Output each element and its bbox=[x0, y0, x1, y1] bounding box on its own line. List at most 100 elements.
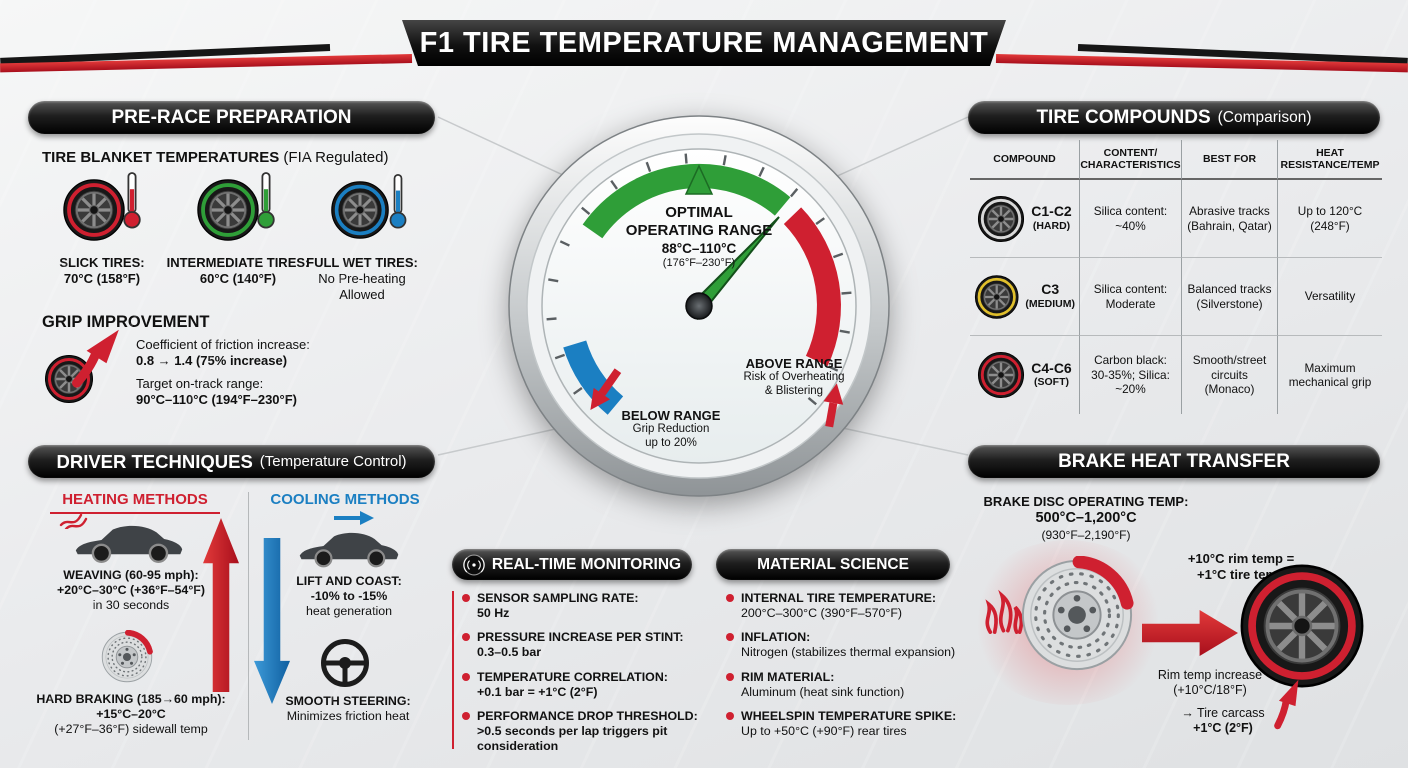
list-item: SENSOR SAMPLING RATE: 50 Hz bbox=[462, 591, 710, 621]
braking-text: HARD BRAKING (185→60 mph): +15°C–20°C (+… bbox=[30, 692, 232, 737]
tire-value: 60°C (140°F) bbox=[199, 270, 277, 286]
table-row-compound: C4-C6 (SOFT) bbox=[970, 336, 1080, 414]
below-line1: Grip Reduction bbox=[632, 423, 710, 436]
page-title: F1 TIRE TEMPERATURE MANAGEMENT bbox=[419, 26, 989, 59]
weaving-label: WEAVING (60-95 mph): bbox=[63, 568, 199, 582]
above-range-arrow-icon bbox=[823, 383, 844, 428]
lift-coast-text: LIFT AND COAST: -10% to -15% heat genera… bbox=[276, 574, 422, 619]
braking-note: (+27°F–36°F) sidewall temp bbox=[54, 722, 208, 737]
item-label: SENSOR SAMPLING RATE: bbox=[477, 591, 639, 605]
gauge-below-text: BELOW RANGE Grip Reduction up to 20% bbox=[591, 408, 751, 450]
table-cell: Up to 120°C (248°F) bbox=[1278, 180, 1382, 258]
optimal-line1: OPTIMAL bbox=[665, 204, 733, 221]
item-label: WHEELSPIN TEMPERATURE SPIKE: bbox=[741, 708, 957, 723]
list-item: INTERNAL TIRE TEMPERATURE: 200°C–300°C (… bbox=[726, 591, 968, 621]
material-header-label: MATERIAL SCIENCE bbox=[757, 555, 909, 573]
table-row-compound: C1-C2 (HARD) bbox=[970, 180, 1080, 258]
disc-label: BRAKE DISC OPERATING TEMP: bbox=[983, 494, 1189, 509]
list-item: PRESSURE INCREASE PER STINT: 0.3–0.5 bar bbox=[462, 630, 710, 660]
tire-label: FULL WET TIRES: bbox=[306, 255, 418, 270]
grip-text: Coefficient of friction increase: 0.8 → … bbox=[136, 337, 436, 407]
gauge-ticks bbox=[546, 153, 852, 406]
item-value: 0.3–0.5 bar bbox=[477, 645, 542, 660]
brake-disc-temp-text: BRAKE DISC OPERATING TEMP: 500°C–1,200°C… bbox=[960, 494, 1212, 542]
coasting-car-icon bbox=[296, 524, 402, 568]
lift-note: heat generation bbox=[305, 604, 393, 619]
wet-tire-label: FULL WET TIRES: No Pre-heating Allowed bbox=[306, 255, 418, 303]
below-line2: up to 20% bbox=[645, 436, 697, 449]
grip-up-arrow-icon bbox=[68, 326, 130, 388]
table-cell: Carbon black: 30-35%; Silica: ~20% bbox=[1080, 336, 1182, 414]
tire-carcass-text: → Tire carcass +1°C (2°F) bbox=[1148, 706, 1298, 737]
hard-braking-icon bbox=[100, 630, 154, 684]
compound-type: (HARD) bbox=[1032, 219, 1071, 232]
list-item: INFLATION: Nitrogen (stabilizes thermal … bbox=[726, 630, 968, 660]
smooth-steering-text: SMOOTH STEERING: Minimizes friction heat bbox=[272, 694, 424, 724]
compounds-header: TIRE COMPOUNDS (Comparison) bbox=[968, 101, 1380, 134]
slick-tire-label: SLICK TIRES: 70°C (158°F) bbox=[28, 255, 176, 287]
item-value: 50 Hz bbox=[477, 606, 510, 621]
bullet-icon bbox=[726, 711, 734, 720]
carcass-line1: → Tire carcass bbox=[1181, 706, 1265, 720]
monitoring-left-rule bbox=[452, 591, 454, 749]
hard-tire-icon bbox=[977, 195, 1025, 243]
medium-tire-icon bbox=[974, 273, 1019, 321]
rim-temp-note: +10°C rim temp = +1°C tire temp bbox=[1168, 551, 1314, 583]
table-cell: Balanced tracks (Silverstone) bbox=[1182, 258, 1278, 336]
list-item: RIM MATERIAL: Aluminum (heat sink functi… bbox=[726, 670, 968, 700]
pre-race-header: PRE-RACE PREPARATION bbox=[28, 101, 435, 134]
brake-disc-icon bbox=[1018, 556, 1136, 674]
heat-waves-icon bbox=[59, 513, 88, 529]
compound-name: C3 bbox=[1041, 281, 1060, 298]
weaving-value: +20°C–30°C (+36°F–54°F) bbox=[57, 583, 205, 598]
monitoring-header: REAL-TIME MONITORING bbox=[452, 549, 692, 580]
methods-divider bbox=[248, 492, 249, 740]
table-cell: Abrasive tracks (Bahrain, Qatar) bbox=[1182, 180, 1278, 258]
lift-value: -10% to -15% bbox=[310, 589, 388, 604]
wet-tire-icon bbox=[330, 180, 390, 240]
item-value: Up to +50°C (+90°F) rear tires bbox=[741, 723, 907, 738]
compound-type: (MEDIUM) bbox=[1025, 297, 1075, 310]
column-header: BEST FOR bbox=[1182, 140, 1278, 180]
weaving-car-icon bbox=[72, 516, 186, 564]
item-label: INTERNAL TIRE TEMPERATURE: bbox=[741, 591, 937, 605]
gauge-hub bbox=[685, 292, 713, 320]
braking-value: +15°C–20°C bbox=[96, 707, 166, 722]
material-header: MATERIAL SCIENCE bbox=[716, 549, 950, 580]
grip-line-label: Target on-track range: bbox=[136, 375, 264, 391]
column-header: CONTENT/ CHARACTERISTICS bbox=[1080, 140, 1182, 180]
steering-wheel-icon bbox=[320, 638, 370, 688]
cooling-methods-title: COOLING METHODS bbox=[270, 491, 420, 508]
rim-note-line1: +10°C rim temp = bbox=[1187, 551, 1295, 566]
rim-increase-line2: (+10°C/18°F) bbox=[1173, 683, 1247, 698]
list-item: WHEELSPIN TEMPERATURE SPIKE: Up to +50°C… bbox=[726, 709, 968, 739]
compound-name: C4-C6 bbox=[1031, 359, 1072, 376]
steering-note: Minimizes friction heat bbox=[286, 709, 410, 724]
gauge-green-arc bbox=[582, 163, 791, 239]
compound-type: (SOFT) bbox=[1034, 376, 1069, 389]
carcass-line2: +1°C (2°F) bbox=[1193, 721, 1253, 736]
disc-value: 500°C–1,200°C bbox=[1035, 509, 1137, 526]
driver-header-label: DRIVER TECHNIQUES bbox=[56, 450, 253, 472]
item-value: +0.1 bar = +1°C (2°F) bbox=[477, 684, 598, 699]
thermometer-green-icon bbox=[254, 170, 278, 230]
title-banner: F1 TIRE TEMPERATURE MANAGEMENT bbox=[402, 20, 1006, 66]
bullet-icon bbox=[462, 633, 470, 642]
slick-tire-icon bbox=[62, 178, 126, 242]
blanket-title: TIRE BLANKET TEMPERATURES (FIA Regulated… bbox=[42, 149, 442, 167]
grip-title: GRIP IMPROVEMENT bbox=[42, 313, 210, 331]
disc-value-f: (930°F–2,190°F) bbox=[1041, 527, 1131, 542]
heating-methods-title: HEATING METHODS bbox=[50, 491, 220, 515]
tire-value: No Pre-heating Allowed bbox=[318, 270, 406, 302]
coast-arrow-icon bbox=[334, 511, 374, 525]
bullet-icon bbox=[462, 711, 470, 720]
compounds-header-note: (Comparison) bbox=[1217, 108, 1312, 126]
optimal-range-f: (176°F–230°F) bbox=[662, 257, 736, 270]
soft-tire-icon bbox=[977, 351, 1025, 399]
gauge-above-text: ABOVE RANGE Risk of Overheating & Bliste… bbox=[721, 356, 867, 398]
above-line2: & Blistering bbox=[764, 384, 824, 397]
tire-label: INTERMEDIATE TIRES: bbox=[166, 255, 310, 270]
bullet-icon bbox=[462, 594, 470, 602]
item-label: PERFORMANCE DROP THRESHOLD: bbox=[477, 708, 698, 723]
